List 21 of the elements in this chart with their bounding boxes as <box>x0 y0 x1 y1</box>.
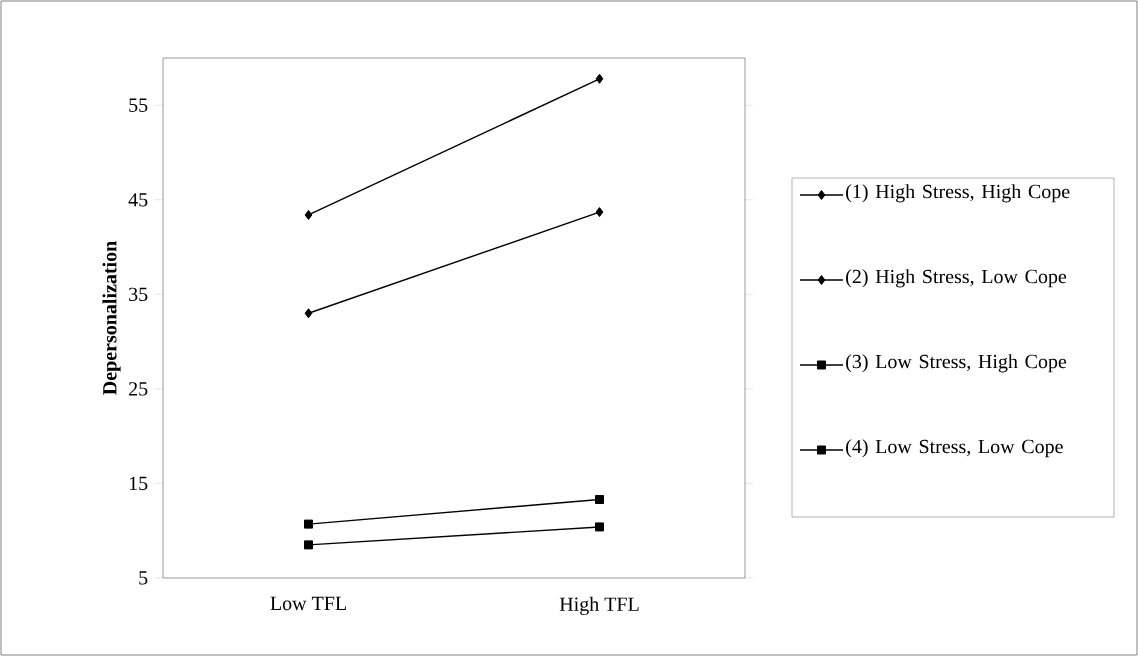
point <box>595 495 604 505</box>
y-tick-label: 45 <box>128 193 148 207</box>
point <box>304 519 314 529</box>
x-tick-label: High TFL <box>559 596 639 616</box>
x-tick-label: Low TFL <box>270 596 346 611</box>
point <box>304 308 313 319</box>
legend-label: (4) Low Stress, Low Cope <box>846 439 1063 458</box>
y-tick-label: 35 <box>129 287 148 302</box>
y-tick-label: 5 <box>139 571 148 585</box>
point <box>304 209 313 220</box>
y-tick-label: 55 <box>129 98 148 112</box>
legend-label: (3) Low Stress, High Cope <box>846 354 1067 373</box>
y-axis-title: Depersonalization <box>102 241 121 395</box>
legend-label: (2) High Stress, Low Cope <box>846 269 1067 288</box>
y-tick-label: 15 <box>129 476 148 491</box>
point <box>595 522 604 532</box>
y-tick-label: 25 <box>129 382 148 396</box>
point <box>595 73 604 84</box>
point <box>304 540 314 550</box>
legend-label: (1) High Stress, High Cope <box>846 184 1070 203</box>
point <box>595 207 604 218</box>
